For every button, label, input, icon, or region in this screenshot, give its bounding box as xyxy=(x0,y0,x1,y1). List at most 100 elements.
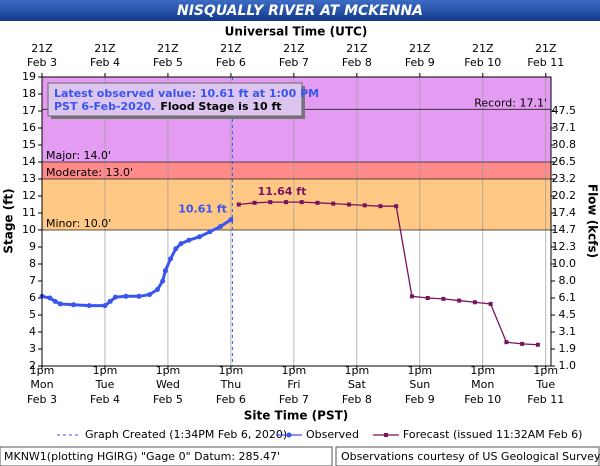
data-point xyxy=(207,229,213,235)
x2-tick-date: Feb 9 xyxy=(405,56,435,69)
y-tick-label: 5 xyxy=(29,308,36,321)
y-tick-label: 13 xyxy=(22,172,36,185)
data-point xyxy=(252,200,257,205)
x-tick-weekday: Tue xyxy=(95,378,115,391)
flood-label: Moderate: 13.0' xyxy=(46,166,133,179)
data-point xyxy=(362,203,367,208)
y2-tick-label: 10.0 xyxy=(552,257,577,270)
y-tick-label: 6 xyxy=(29,291,36,304)
data-point xyxy=(196,234,202,240)
plot-frame xyxy=(41,76,552,367)
x2-tick-label: 21Z xyxy=(472,42,494,55)
data-point xyxy=(107,298,113,304)
data-point xyxy=(331,201,336,206)
data-point xyxy=(457,298,462,303)
data-point xyxy=(504,340,509,345)
x2-tick-date: Feb 4 xyxy=(90,56,120,69)
y-tick-label: 10 xyxy=(22,223,36,236)
x-tick-label: 1pm xyxy=(30,364,55,377)
y2-tick-label: 1.0 xyxy=(559,359,577,372)
x-tick-label: 1pm xyxy=(470,364,495,377)
x-tick-label: 1pm xyxy=(93,364,118,377)
x-tick-date: Feb 11 xyxy=(527,393,564,406)
y2-tick-label: 8.0 xyxy=(559,274,577,287)
y-tick-label: 7 xyxy=(29,274,36,287)
data-point xyxy=(394,204,399,209)
y-tick-label: 11 xyxy=(22,206,36,219)
data-point xyxy=(520,341,525,346)
legend-marker xyxy=(383,433,388,437)
data-point xyxy=(112,294,118,300)
footer-right: Observations courtesy of US Geological S… xyxy=(341,450,600,463)
y2-tick-label: 17.4 xyxy=(552,206,577,219)
data-point xyxy=(346,202,351,207)
record-label: Record: 17.1' xyxy=(474,96,547,109)
flood-band xyxy=(42,179,551,230)
y2-tick-label: 14.7 xyxy=(552,223,577,236)
data-point xyxy=(123,293,129,299)
info-box xyxy=(47,82,303,117)
data-point xyxy=(102,303,108,309)
data-point xyxy=(315,200,320,205)
x2-tick-date: Feb 8 xyxy=(342,56,372,69)
x2-tick-label: 21Z xyxy=(409,42,431,55)
y-tick-label: 9 xyxy=(29,240,36,253)
data-point xyxy=(178,241,184,247)
x-tick-date: Feb 5 xyxy=(153,393,183,406)
footer-box xyxy=(335,446,600,466)
x-tick-label: 1pm xyxy=(533,364,558,377)
x-tick-weekday: Mon xyxy=(471,378,494,391)
x-tick-label: 1pm xyxy=(282,364,307,377)
x2-tick-label: 21Z xyxy=(283,42,305,55)
data-point xyxy=(47,295,53,301)
data-point xyxy=(57,301,63,307)
x2-tick-date: Feb 6 xyxy=(216,56,246,69)
chart-title: NISQUALLY RIVER AT MCKENNA xyxy=(177,3,423,19)
footer-left: MKNW1(plotting HGIRG) "Gage 0" Datum: 28… xyxy=(4,450,280,463)
x-axis-title: Site Time (PST) xyxy=(244,409,349,423)
data-point xyxy=(173,246,179,252)
x-tick-date: Feb 7 xyxy=(279,393,309,406)
legend-marker xyxy=(286,432,292,438)
y2-tick-label: 30.8 xyxy=(552,138,577,151)
data-point xyxy=(268,200,273,205)
flood-label: Minor: 10.0' xyxy=(46,217,111,230)
data-point xyxy=(162,268,168,274)
flood-label: Major: 14.0' xyxy=(46,149,111,162)
data-point xyxy=(409,294,414,299)
x-tick-weekday: Sun xyxy=(409,378,430,391)
y2-tick-label: 47.5 xyxy=(552,104,577,117)
x2-tick-label: 21Z xyxy=(31,42,53,55)
data-point xyxy=(472,300,477,305)
y-tick-label: 8 xyxy=(29,257,36,270)
y-tick-label: 18 xyxy=(22,87,36,100)
x-tick-label: 1pm xyxy=(344,364,369,377)
data-point xyxy=(284,200,289,205)
data-point xyxy=(217,224,223,230)
y-tick-label: 14 xyxy=(22,155,36,168)
y2-tick-label: 12.3 xyxy=(552,240,577,253)
data-point xyxy=(535,342,540,347)
data-point xyxy=(441,296,446,301)
footer-box xyxy=(0,446,333,466)
x2-tick-date: Feb 10 xyxy=(464,56,501,69)
x2-tick-date: Feb 11 xyxy=(527,56,564,69)
x2-tick-label: 21Z xyxy=(94,42,116,55)
y2-tick-label: 26.5 xyxy=(552,155,577,168)
y-axis-title: Stage (ft) xyxy=(2,188,16,253)
info-line: Latest observed value: 10.61 ft at 1:00 … xyxy=(54,87,319,100)
x-tick-label: 1pm xyxy=(219,364,244,377)
x-tick-date: Feb 8 xyxy=(342,393,372,406)
x2-tick-date: Feb 5 xyxy=(153,56,183,69)
y2-tick-label: 6.1 xyxy=(559,291,577,304)
x2-tick-date: Feb 7 xyxy=(279,56,309,69)
top-axis-title: Universal Time (UTC) xyxy=(225,25,368,39)
data-point xyxy=(228,217,234,223)
x-tick-weekday: Tue xyxy=(535,378,555,391)
x-tick-date: Feb 9 xyxy=(405,393,435,406)
data-point xyxy=(147,292,153,298)
data-point xyxy=(378,204,383,209)
data-point xyxy=(136,293,142,299)
y2-tick-label: 20.2 xyxy=(552,189,577,202)
